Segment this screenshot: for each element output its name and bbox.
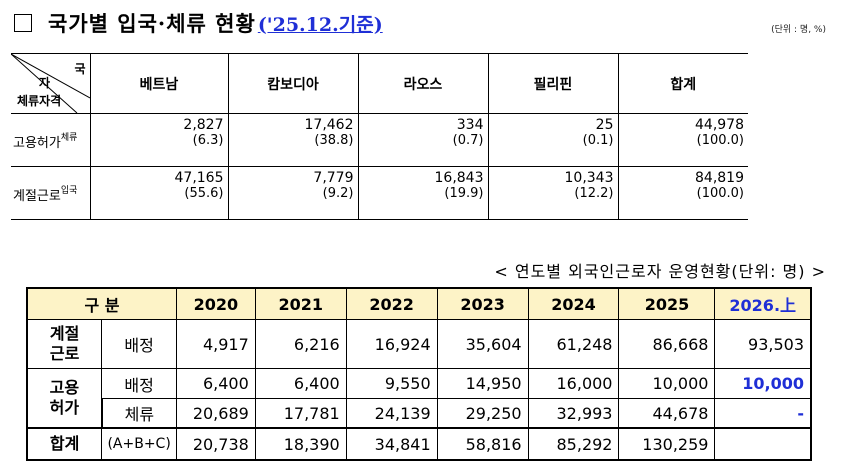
data-cell: 130,259 bbox=[618, 427, 716, 461]
data-cell: 16,000 bbox=[527, 368, 620, 399]
data-cell: 9,550 bbox=[345, 368, 438, 399]
title-date: ('25.12.기준) bbox=[257, 13, 383, 36]
data-cell: 2,827 (6.3) bbox=[89, 113, 229, 167]
data-cell: 58,816 bbox=[436, 427, 529, 461]
data-cell: 6,400 bbox=[176, 368, 256, 399]
year-header: 2025 bbox=[618, 287, 716, 320]
total-row: 합계 (A+B+C) 20,738 18,390 34,841 58,816 8… bbox=[26, 427, 813, 461]
data-cell: 44,678 bbox=[618, 398, 716, 429]
data-cell: 14,950 bbox=[436, 368, 529, 399]
total-formula: (A+B+C) bbox=[101, 427, 177, 461]
corner-country-label: 국 bbox=[74, 62, 86, 76]
unit-note: (단위 : 명, %) bbox=[771, 25, 826, 35]
data-cell: 34,841 bbox=[345, 427, 438, 461]
data-cell: 85,292 bbox=[527, 427, 620, 461]
subcategory-label: 체류 bbox=[100, 398, 177, 429]
data-cell: 44,978 (100.0) bbox=[617, 113, 748, 167]
table-row: 고용 허가 배정 6,400 6,400 9,550 14,950 16,000… bbox=[26, 368, 813, 429]
table-row: 체류 20,689 17,781 24,139 29,250 32,993 44… bbox=[27, 398, 813, 429]
category-label: 고용 허가 bbox=[26, 368, 103, 429]
year-header: 2026.上 bbox=[714, 287, 813, 320]
year-header: 2024 bbox=[527, 287, 620, 320]
data-cell: 7,779 (9.2) bbox=[227, 166, 359, 220]
row-label: 계절근로입국 bbox=[11, 166, 91, 220]
data-cell: 20,689 bbox=[176, 398, 256, 429]
data-cell: 93,503 bbox=[714, 319, 813, 369]
data-cell: 24,139 bbox=[345, 398, 438, 429]
category-header: 구 분 bbox=[26, 287, 177, 320]
col-header: 캄보디아 bbox=[227, 53, 359, 114]
data-cell: 84,819 (100.0) bbox=[617, 166, 748, 220]
data-cell: 25 (0.1) bbox=[487, 113, 619, 167]
col-header: 필리핀 bbox=[487, 53, 619, 114]
col-header: 라오스 bbox=[357, 53, 489, 114]
data-cell: 10,000 bbox=[714, 368, 813, 399]
yearly-table: 구 분 2020 2021 2022 2023 2024 2025 2026.上… bbox=[26, 287, 813, 461]
subcategory-label: 배정 bbox=[101, 319, 177, 369]
country-table: 국 자 체류자격 베트남 캄보디아 라오스 필리핀 합계 고용허가체류 2,82… bbox=[11, 53, 748, 220]
data-cell: 18,390 bbox=[254, 427, 347, 461]
title-row: 국가별 입국·체류 현황 ('25.12.기준) bbox=[14, 8, 383, 38]
data-cell: 20,738 bbox=[176, 427, 256, 461]
data-cell: 6,216 bbox=[254, 319, 347, 369]
data-cell: 61,248 bbox=[527, 319, 620, 369]
page-title: 국가별 입국·체류 현황 bbox=[48, 11, 256, 36]
subcategory-label: 배정 bbox=[101, 368, 177, 399]
data-cell: 10,000 bbox=[618, 368, 716, 399]
year-header: 2022 bbox=[345, 287, 438, 320]
total-label: 합계 bbox=[26, 427, 103, 461]
data-cell: 32,993 bbox=[527, 398, 620, 429]
data-cell: 10,343 (12.2) bbox=[487, 166, 619, 220]
year-header: 2023 bbox=[436, 287, 529, 320]
table-row: 고용허가체류 2,827 (6.3) 17,462 (38.8) 334 (0.7) … bbox=[11, 113, 748, 167]
data-cell bbox=[714, 427, 813, 461]
data-cell: 334 (0.7) bbox=[357, 113, 489, 167]
category-label: 계절 근로 bbox=[26, 319, 103, 369]
data-cell: 4,917 bbox=[176, 319, 256, 369]
data-cell: 6,400 bbox=[254, 368, 347, 399]
data-cell: - bbox=[714, 398, 813, 429]
row-label: 고용허가체류 bbox=[11, 113, 91, 167]
year-header: 2021 bbox=[254, 287, 347, 320]
col-header: 베트남 bbox=[89, 53, 229, 114]
header-row: 구 분 2020 2021 2022 2023 2024 2025 2026.上 bbox=[26, 287, 813, 320]
year-header: 2020 bbox=[176, 287, 256, 320]
data-cell: 86,668 bbox=[618, 319, 716, 369]
corner-header-cell: 국 자 체류자격 bbox=[11, 53, 91, 114]
data-cell: 16,924 bbox=[345, 319, 438, 369]
yearly-table-title: < 연도별 외국인근로자 운영현황(단위: 명) > bbox=[494, 262, 826, 281]
checkbox-icon[interactable] bbox=[14, 14, 32, 32]
data-cell: 35,604 bbox=[436, 319, 529, 369]
data-cell: 16,843 (19.9) bbox=[357, 166, 489, 220]
corner-visa-label: 체류자격 bbox=[17, 94, 62, 108]
data-cell: 47,165 (55.6) bbox=[89, 166, 229, 220]
data-cell: 17,781 bbox=[254, 398, 347, 429]
data-cell: 29,250 bbox=[436, 398, 529, 429]
data-cell: 17,462 (38.8) bbox=[227, 113, 359, 167]
table-row: 계절 근로 배정 4,917 6,216 16,924 35,604 61,24… bbox=[26, 319, 813, 369]
col-header: 합계 bbox=[617, 53, 748, 114]
table-row: 계절근로입국 47,165 (55.6) 7,779 (9.2) 16,843 (19… bbox=[11, 166, 748, 220]
diagonal-lines bbox=[11, 54, 89, 113]
corner-country-label-2: 자 bbox=[39, 76, 51, 90]
